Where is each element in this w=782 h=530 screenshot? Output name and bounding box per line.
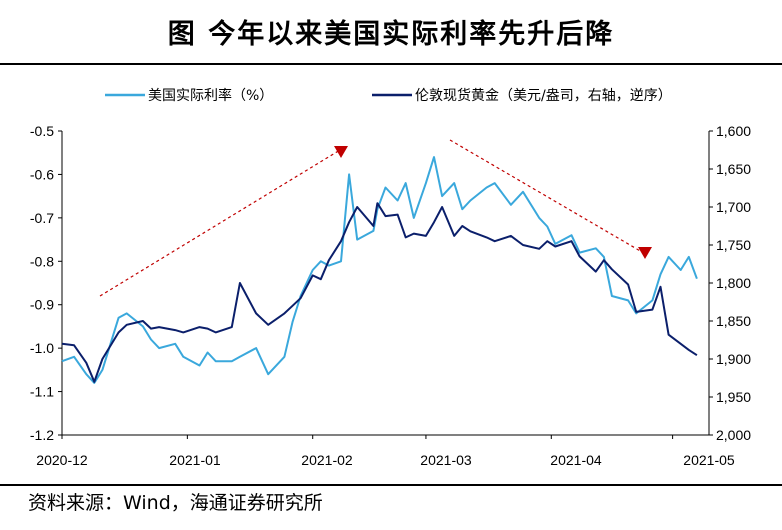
source-note: 资料来源：Wind，海通证券研究所 xyxy=(28,492,323,514)
falling-arrow-head xyxy=(638,247,652,259)
x-tick-label: 2021-03 xyxy=(420,452,472,468)
right-tick-label: 1,800 xyxy=(716,275,751,291)
axes: -0.5 -0.6 -0.7 -0.8 -0.9 -1.0 -1.1 -1.2 1,600 1,6… xyxy=(30,123,751,468)
left-tick-label: -1.1 xyxy=(30,384,54,400)
left-tick-label: -0.9 xyxy=(30,297,54,313)
right-tick-label: 1,950 xyxy=(716,389,751,405)
legend: 美国实际利率（%） 伦敦现货黄金（美元/盎司，右轴，逆序） xyxy=(105,87,672,104)
legend-label-real-rate: 美国实际利率（%） xyxy=(148,87,273,104)
chart-title: 图 今年以来美国实际利率先升后降 xyxy=(167,18,615,50)
rising-arrow-head xyxy=(334,146,348,158)
source-divider xyxy=(0,484,782,486)
x-tick-label: 2021-05 xyxy=(683,452,735,468)
x-tick-label: 2021-04 xyxy=(550,452,602,468)
rising-trend-arrow xyxy=(99,149,341,297)
left-tick-label: -0.5 xyxy=(30,123,54,139)
real-rate-line xyxy=(61,156,698,384)
right-tick-label: 1,650 xyxy=(716,161,751,177)
series xyxy=(61,156,698,384)
left-tick-label: -1.2 xyxy=(30,427,54,443)
legend-label-gold: 伦敦现货黄金（美元/盎司，右轴，逆序） xyxy=(415,87,672,104)
right-tick-label: 1,750 xyxy=(716,237,751,253)
gold-price-line xyxy=(61,202,698,383)
left-tick-label: -1.0 xyxy=(30,340,54,356)
title-divider xyxy=(0,63,782,65)
left-tick-label: -0.7 xyxy=(30,210,54,226)
x-tick-label: 2020-12 xyxy=(36,452,88,468)
right-tick-label: 1,850 xyxy=(716,313,751,329)
right-tick-label: 1,900 xyxy=(716,351,751,367)
right-tick-label: 1,700 xyxy=(716,199,751,215)
x-tick-label: 2021-02 xyxy=(301,452,353,468)
trend-arrows xyxy=(99,139,652,297)
left-tick-label: -0.6 xyxy=(30,166,54,182)
x-tick-label: 2021-01 xyxy=(169,452,221,468)
right-tick-label: 1,600 xyxy=(716,123,751,139)
page-title: 图 今年以来美国实际利率先升后降 xyxy=(0,0,782,62)
left-tick-label: -0.8 xyxy=(30,253,54,269)
falling-trend-arrow xyxy=(449,139,643,253)
right-tick-label: 2,000 xyxy=(716,427,751,443)
